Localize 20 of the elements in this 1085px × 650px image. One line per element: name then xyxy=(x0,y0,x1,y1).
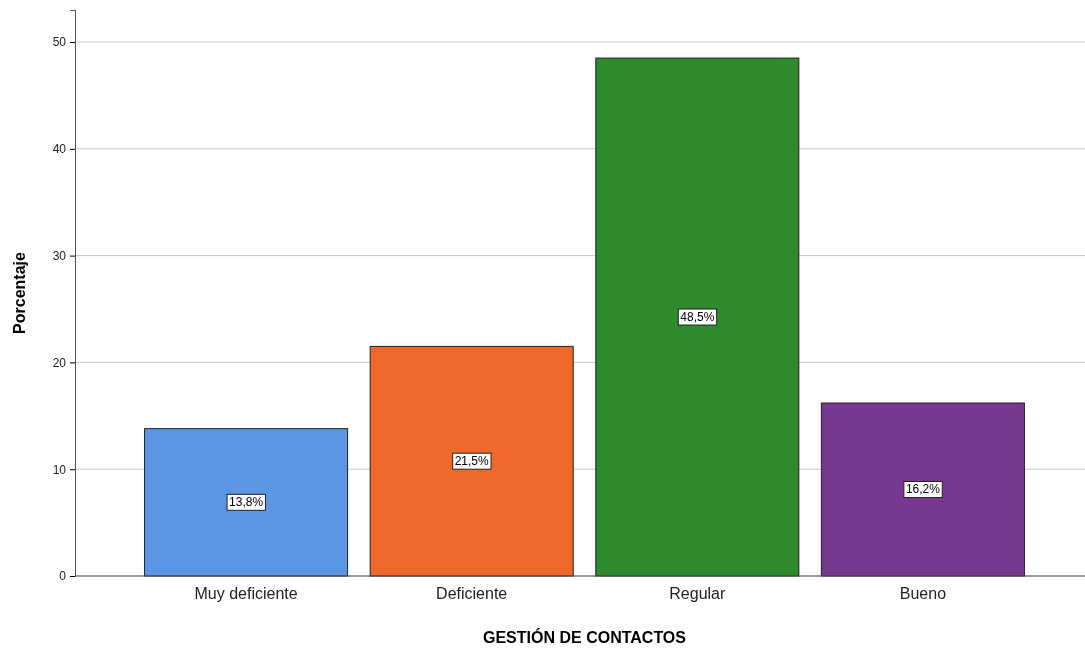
x-tick-label: Deficiente xyxy=(436,585,508,603)
x-axis-title: GESTIÓN DE CONTACTOS xyxy=(483,628,687,646)
y-tick-label: 0 xyxy=(59,569,67,584)
y-axis-title: Porcentaje xyxy=(11,251,28,334)
bar xyxy=(369,345,574,577)
bar xyxy=(595,57,800,577)
y-tick-label: 40 xyxy=(52,142,67,157)
y-tick-label: 30 xyxy=(52,248,67,263)
x-tick-label: Bueno xyxy=(899,585,947,603)
data-label: 48,5% xyxy=(680,310,715,325)
data-label: 16,2% xyxy=(905,482,941,497)
x-tick-label: Muy deficiente xyxy=(194,585,298,603)
data-label: 21,5% xyxy=(454,454,490,469)
bar xyxy=(144,428,349,577)
data-label: 13,8% xyxy=(229,495,264,510)
bar xyxy=(820,402,1025,577)
x-tick-label: Regular xyxy=(669,585,726,603)
y-tick-label: 20 xyxy=(52,355,67,370)
y-tick-label: 50 xyxy=(52,35,67,50)
y-tick-label: 10 xyxy=(52,462,67,477)
